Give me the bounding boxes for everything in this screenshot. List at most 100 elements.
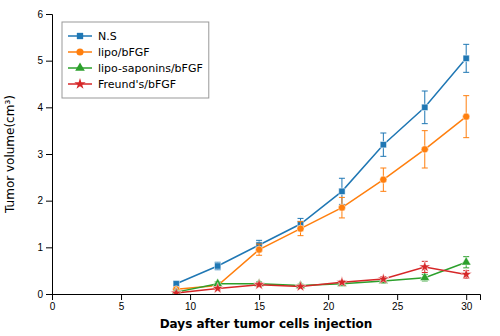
tick: 15 <box>254 294 266 312</box>
tick-label: 2 <box>37 195 43 206</box>
marker <box>463 113 470 120</box>
marker <box>295 281 306 292</box>
error-bar-line <box>422 130 428 131</box>
marker <box>338 204 345 211</box>
legend-item: lipo-saponins/bFGF <box>68 62 203 75</box>
error-bar-line <box>256 244 262 245</box>
legend-box <box>62 22 209 98</box>
legend-item: lipo/bFGF <box>68 46 150 59</box>
error-bar-line <box>298 218 304 219</box>
tick: 0 <box>37 289 52 300</box>
tick-mark <box>46 154 52 155</box>
error-bar <box>215 262 221 269</box>
marker <box>380 176 387 183</box>
error-bar-line <box>422 168 428 169</box>
line <box>176 58 466 283</box>
tick-label: 6 <box>37 9 43 20</box>
error-bar-line <box>339 217 345 218</box>
error-bar <box>256 244 262 255</box>
error-bar-line <box>422 123 428 124</box>
tick: 1 <box>37 242 52 253</box>
marker <box>461 268 472 279</box>
tick: 20 <box>323 294 335 312</box>
tick-mark <box>466 294 467 300</box>
chart: 0 5 10 15 20 25 30 0 1 2 3 4 5 6 N.S lipo/bFGF lipo-sapo… <box>0 0 500 336</box>
marker <box>253 279 264 290</box>
tick: 2 <box>37 195 52 206</box>
error-bar <box>380 133 386 156</box>
legend: N.S lipo/bFGF lipo-saponins/bFGF Freund's/b… <box>62 22 209 98</box>
error-bar-line <box>339 178 345 179</box>
legend-label: Freund's/bFGF <box>98 78 176 91</box>
legend-marker <box>76 48 83 55</box>
error-bar-line <box>298 221 304 222</box>
marker <box>215 263 221 269</box>
legend-label: lipo/bFGF <box>98 46 150 59</box>
error-bar-line <box>339 197 345 198</box>
legend-item: N.S <box>68 30 117 43</box>
marker <box>171 287 182 294</box>
series <box>173 44 469 287</box>
marker <box>336 276 347 287</box>
y-axis-title: Tumor volume(cm³) <box>3 95 17 214</box>
tick-mark <box>259 294 260 300</box>
tick-label: 4 <box>37 102 43 113</box>
error-bar <box>422 91 428 124</box>
error-bar <box>463 44 469 72</box>
marker <box>463 55 469 61</box>
tick: 5 <box>37 55 52 66</box>
marks <box>171 44 472 294</box>
error-bar-line <box>380 156 386 157</box>
x-axis-line <box>53 295 481 301</box>
legend-marker <box>74 78 85 89</box>
tick-mark <box>397 294 398 300</box>
plot: 0 5 10 15 20 25 30 0 1 2 3 4 5 6 N.S lipo/bFGF lipo-sapo… <box>37 9 480 312</box>
tick-label: 5 <box>37 55 43 66</box>
error-bar <box>173 281 179 286</box>
marker <box>380 142 386 148</box>
tick-label: 30 <box>461 301 473 312</box>
y-axis-line <box>46 15 53 295</box>
error-bar-line <box>380 133 386 134</box>
error-bar <box>380 168 386 191</box>
series <box>173 96 470 293</box>
tick-label: 1 <box>37 242 43 253</box>
error-bar-line <box>422 272 428 273</box>
series <box>171 261 472 294</box>
marker <box>420 272 430 280</box>
tick-label: 10 <box>185 301 197 312</box>
tick-label: 0 <box>50 301 56 312</box>
series <box>171 257 471 294</box>
error-bar-line <box>463 137 469 138</box>
marker <box>256 246 263 253</box>
tick-mark <box>328 294 329 300</box>
tick-mark <box>46 14 52 15</box>
tick-mark <box>46 61 52 62</box>
legend-label: lipo-saponins/bFGF <box>98 62 203 75</box>
error-bar <box>422 131 428 168</box>
tick-label: 20 <box>323 301 335 312</box>
error-bar-line <box>463 72 469 73</box>
legend-label: N.S <box>98 30 117 43</box>
tick-mark <box>46 294 52 295</box>
error-bar-line <box>298 235 304 236</box>
error-bar-line <box>380 191 386 192</box>
tick-label: 5 <box>119 301 125 312</box>
tick: 3 <box>37 149 52 160</box>
tick-mark <box>46 107 52 108</box>
tick: 5 <box>119 294 125 312</box>
tick: 10 <box>185 294 197 312</box>
tick-mark <box>190 294 191 300</box>
y-axis: 0 1 2 3 4 5 6 <box>37 9 52 300</box>
error-bar-line <box>422 91 428 92</box>
error-bar-line <box>256 255 262 256</box>
tick: 4 <box>37 102 52 113</box>
tick: 0 <box>50 294 56 312</box>
error-bar <box>339 197 345 218</box>
error-bar-line <box>380 168 386 169</box>
legend-marker <box>77 33 83 39</box>
tick-label: 0 <box>37 289 43 300</box>
tick-mark <box>46 247 52 248</box>
tick: 25 <box>392 294 404 312</box>
error-bar-line <box>463 95 469 96</box>
